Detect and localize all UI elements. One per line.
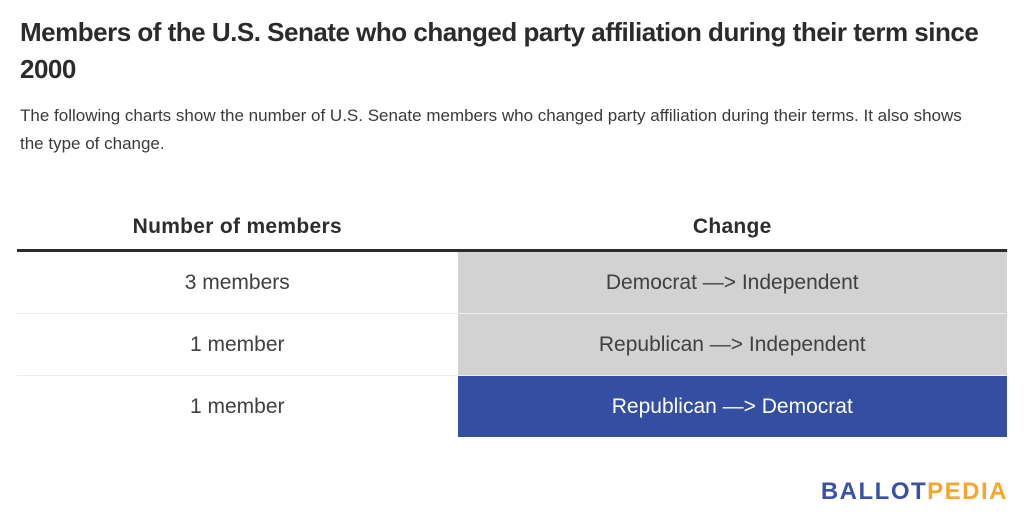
table-row: 3 members Democrat —> Independent: [17, 252, 1007, 313]
logo-text-pedia: PEDIA: [927, 478, 1008, 505]
change-type-cell: Democrat —> Independent: [457, 252, 1007, 313]
infographic-page: Members of the U.S. Senate who changed p…: [0, 14, 1024, 526]
change-type-cell: Republican —> Democrat: [457, 376, 1007, 437]
table-header-row: Number of members Change: [17, 204, 1007, 252]
ballotpedia-logo: BALLOTPEDIA: [821, 478, 1008, 506]
column-header-number-of-members: Number of members: [132, 214, 342, 238]
logo-text-ballot: BALLOT: [820, 478, 928, 505]
table-row: 1 member Republican —> Independent: [17, 313, 1007, 375]
members-count-cell: 1 member: [17, 376, 458, 437]
change-type-cell: Republican —> Independent: [457, 314, 1007, 375]
party-change-table: Number of members Change 3 members Democ…: [17, 204, 1007, 437]
members-count-cell: 1 member: [17, 314, 458, 375]
column-header-change: Change: [692, 214, 772, 238]
page-title: Members of the U.S. Senate who changed p…: [20, 17, 979, 84]
members-count-cell: 3 members: [17, 252, 458, 313]
page-subtitle: The following charts show the number of …: [20, 106, 962, 153]
table-row: 1 member Republican —> Democrat: [17, 375, 1007, 437]
